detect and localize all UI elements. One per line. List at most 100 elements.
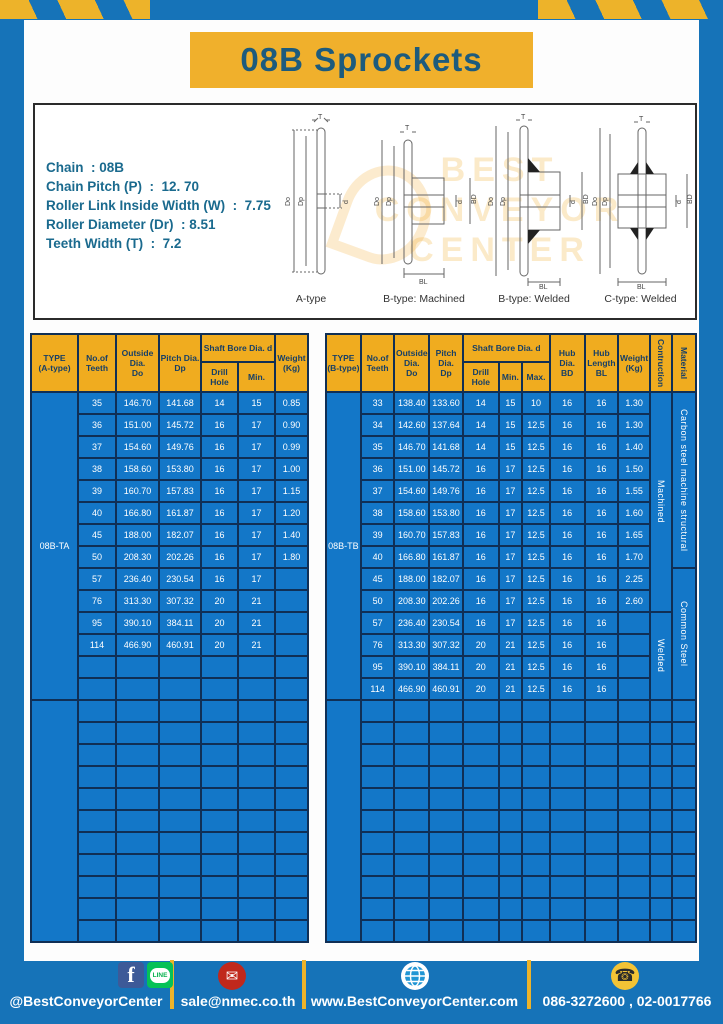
globe-icon[interactable] — [401, 962, 429, 990]
table-cell — [617, 743, 651, 767]
table-cell: 236.40 — [115, 567, 160, 591]
table-row: 114 466.90 460.91 20 21 — [31, 633, 310, 657]
svg-text:Do: Do — [374, 197, 381, 206]
table-cell: 166.80 — [115, 501, 160, 525]
table-cell — [274, 655, 310, 679]
table-cell: 12.5 — [521, 545, 551, 569]
table-cell: 1.50 — [617, 457, 651, 481]
table-cell — [461, 787, 500, 811]
table-cell — [236, 875, 277, 899]
table-cell — [583, 919, 620, 943]
hazard-stripes-right — [538, 0, 723, 19]
table-row: 40 166.80 161.87 16 17 12.5 16 16 1.70 — [326, 545, 696, 569]
table-cell — [583, 831, 620, 855]
phone-icon[interactable]: ☎ — [611, 962, 639, 990]
table-cell — [200, 765, 239, 789]
table-cell: 21 — [236, 589, 277, 613]
table-cell — [617, 721, 651, 745]
table-cell: 307.32 — [428, 633, 464, 657]
table-cell: 39 — [77, 479, 117, 503]
table-cell — [200, 831, 239, 855]
sprocket-table-a-type: TYPE (A-type) No.of Teeth Outside Dia. Do Pi… — [30, 333, 310, 943]
table-cell — [200, 655, 239, 679]
table-cell — [115, 655, 160, 679]
svg-text:T: T — [521, 114, 526, 121]
table-cell: 313.30 — [393, 633, 431, 657]
table-row: 76 313.30 307.32 20 21 12.5 16 16 — [326, 633, 696, 657]
table-cell: 16 — [548, 567, 586, 591]
table-cell — [77, 765, 117, 789]
table-cell: 38 — [77, 457, 117, 481]
table-cell — [77, 721, 117, 745]
table-cell: 16 — [583, 523, 620, 547]
table-cell — [158, 699, 202, 723]
table-cell: 10 — [521, 391, 551, 415]
svg-text:Dp: Dp — [386, 197, 393, 206]
table-cell: 0.90 — [274, 413, 310, 437]
table-cell: 15 — [236, 391, 277, 415]
footer-email[interactable]: sale@nmec.co.th — [180, 993, 296, 1009]
mail-icon[interactable]: ✉ — [218, 962, 246, 990]
table-cell — [77, 919, 117, 943]
header-type: TYPE (A-type) — [30, 333, 79, 393]
table-cell: 384.11 — [428, 655, 464, 679]
table-cell: 12.5 — [521, 655, 551, 679]
table-cell: 12.5 — [521, 589, 551, 613]
table-cell: 16 — [583, 391, 620, 415]
header-teeth: No.of Teeth — [359, 333, 396, 393]
table-cell: 38 — [359, 501, 396, 525]
table-cell — [617, 633, 651, 657]
table-row — [326, 743, 697, 767]
table-cell — [274, 589, 310, 613]
table-cell: 16 — [583, 545, 620, 569]
table-cell: 16 — [548, 545, 586, 569]
table-cell: 17 — [236, 545, 277, 569]
footer-website[interactable]: www.BestConveyorCenter.com — [310, 993, 519, 1009]
table-cell — [648, 765, 674, 789]
table-row — [31, 831, 310, 855]
table-cell — [158, 743, 202, 767]
table-cell: 16 — [548, 611, 586, 635]
table-cell — [236, 831, 277, 855]
table-cell: 16 — [200, 545, 239, 569]
table-cell: 16 — [583, 655, 620, 679]
table-cell — [115, 809, 160, 833]
table-cell: 146.70 — [393, 435, 431, 459]
table-row: 39 160.70 157.83 16 17 1.15 — [31, 479, 310, 503]
table-cell — [548, 721, 586, 745]
table-cell — [359, 875, 396, 899]
table-cell — [648, 721, 674, 745]
table-cell: 45 — [359, 567, 396, 591]
table-cell: 149.76 — [158, 435, 202, 459]
table-cell: 12.5 — [521, 501, 551, 525]
table-cell — [158, 875, 202, 899]
footer-social-handle[interactable]: @BestConveyorCenter — [9, 993, 163, 1009]
table-cell — [274, 721, 310, 745]
table-cell: 158.60 — [115, 457, 160, 481]
footer-phone[interactable]: 086-3272600 , 02-0017766 — [542, 993, 712, 1009]
table-row — [31, 875, 310, 899]
facebook-icon[interactable]: f — [118, 962, 144, 988]
table-cell — [648, 831, 674, 855]
svg-text:BL: BL — [419, 279, 428, 286]
table-cell — [497, 831, 524, 855]
table-cell — [77, 787, 117, 811]
page-title: 08B Sprockets — [240, 41, 483, 78]
table-cell: 12.5 — [521, 677, 551, 701]
table-cell: 1.30 — [617, 413, 651, 437]
table-cell: 141.68 — [428, 435, 464, 459]
svg-text:d: d — [676, 200, 683, 204]
table-row — [326, 875, 697, 899]
table-cell — [200, 743, 239, 767]
title-banner: 08B Sprockets — [190, 32, 533, 88]
table-cell — [359, 787, 396, 811]
table-cell: 16 — [583, 567, 620, 591]
diagram-caption: C-type: Welded — [604, 293, 677, 305]
line-icon[interactable]: LINE — [147, 962, 173, 988]
table-cell: 16 — [200, 479, 239, 503]
table-cell — [274, 677, 310, 701]
table-cell: 202.26 — [428, 589, 464, 613]
table-cell: 149.76 — [428, 479, 464, 503]
table-cell — [461, 853, 500, 877]
header-teeth: No.of Teeth — [77, 333, 117, 393]
